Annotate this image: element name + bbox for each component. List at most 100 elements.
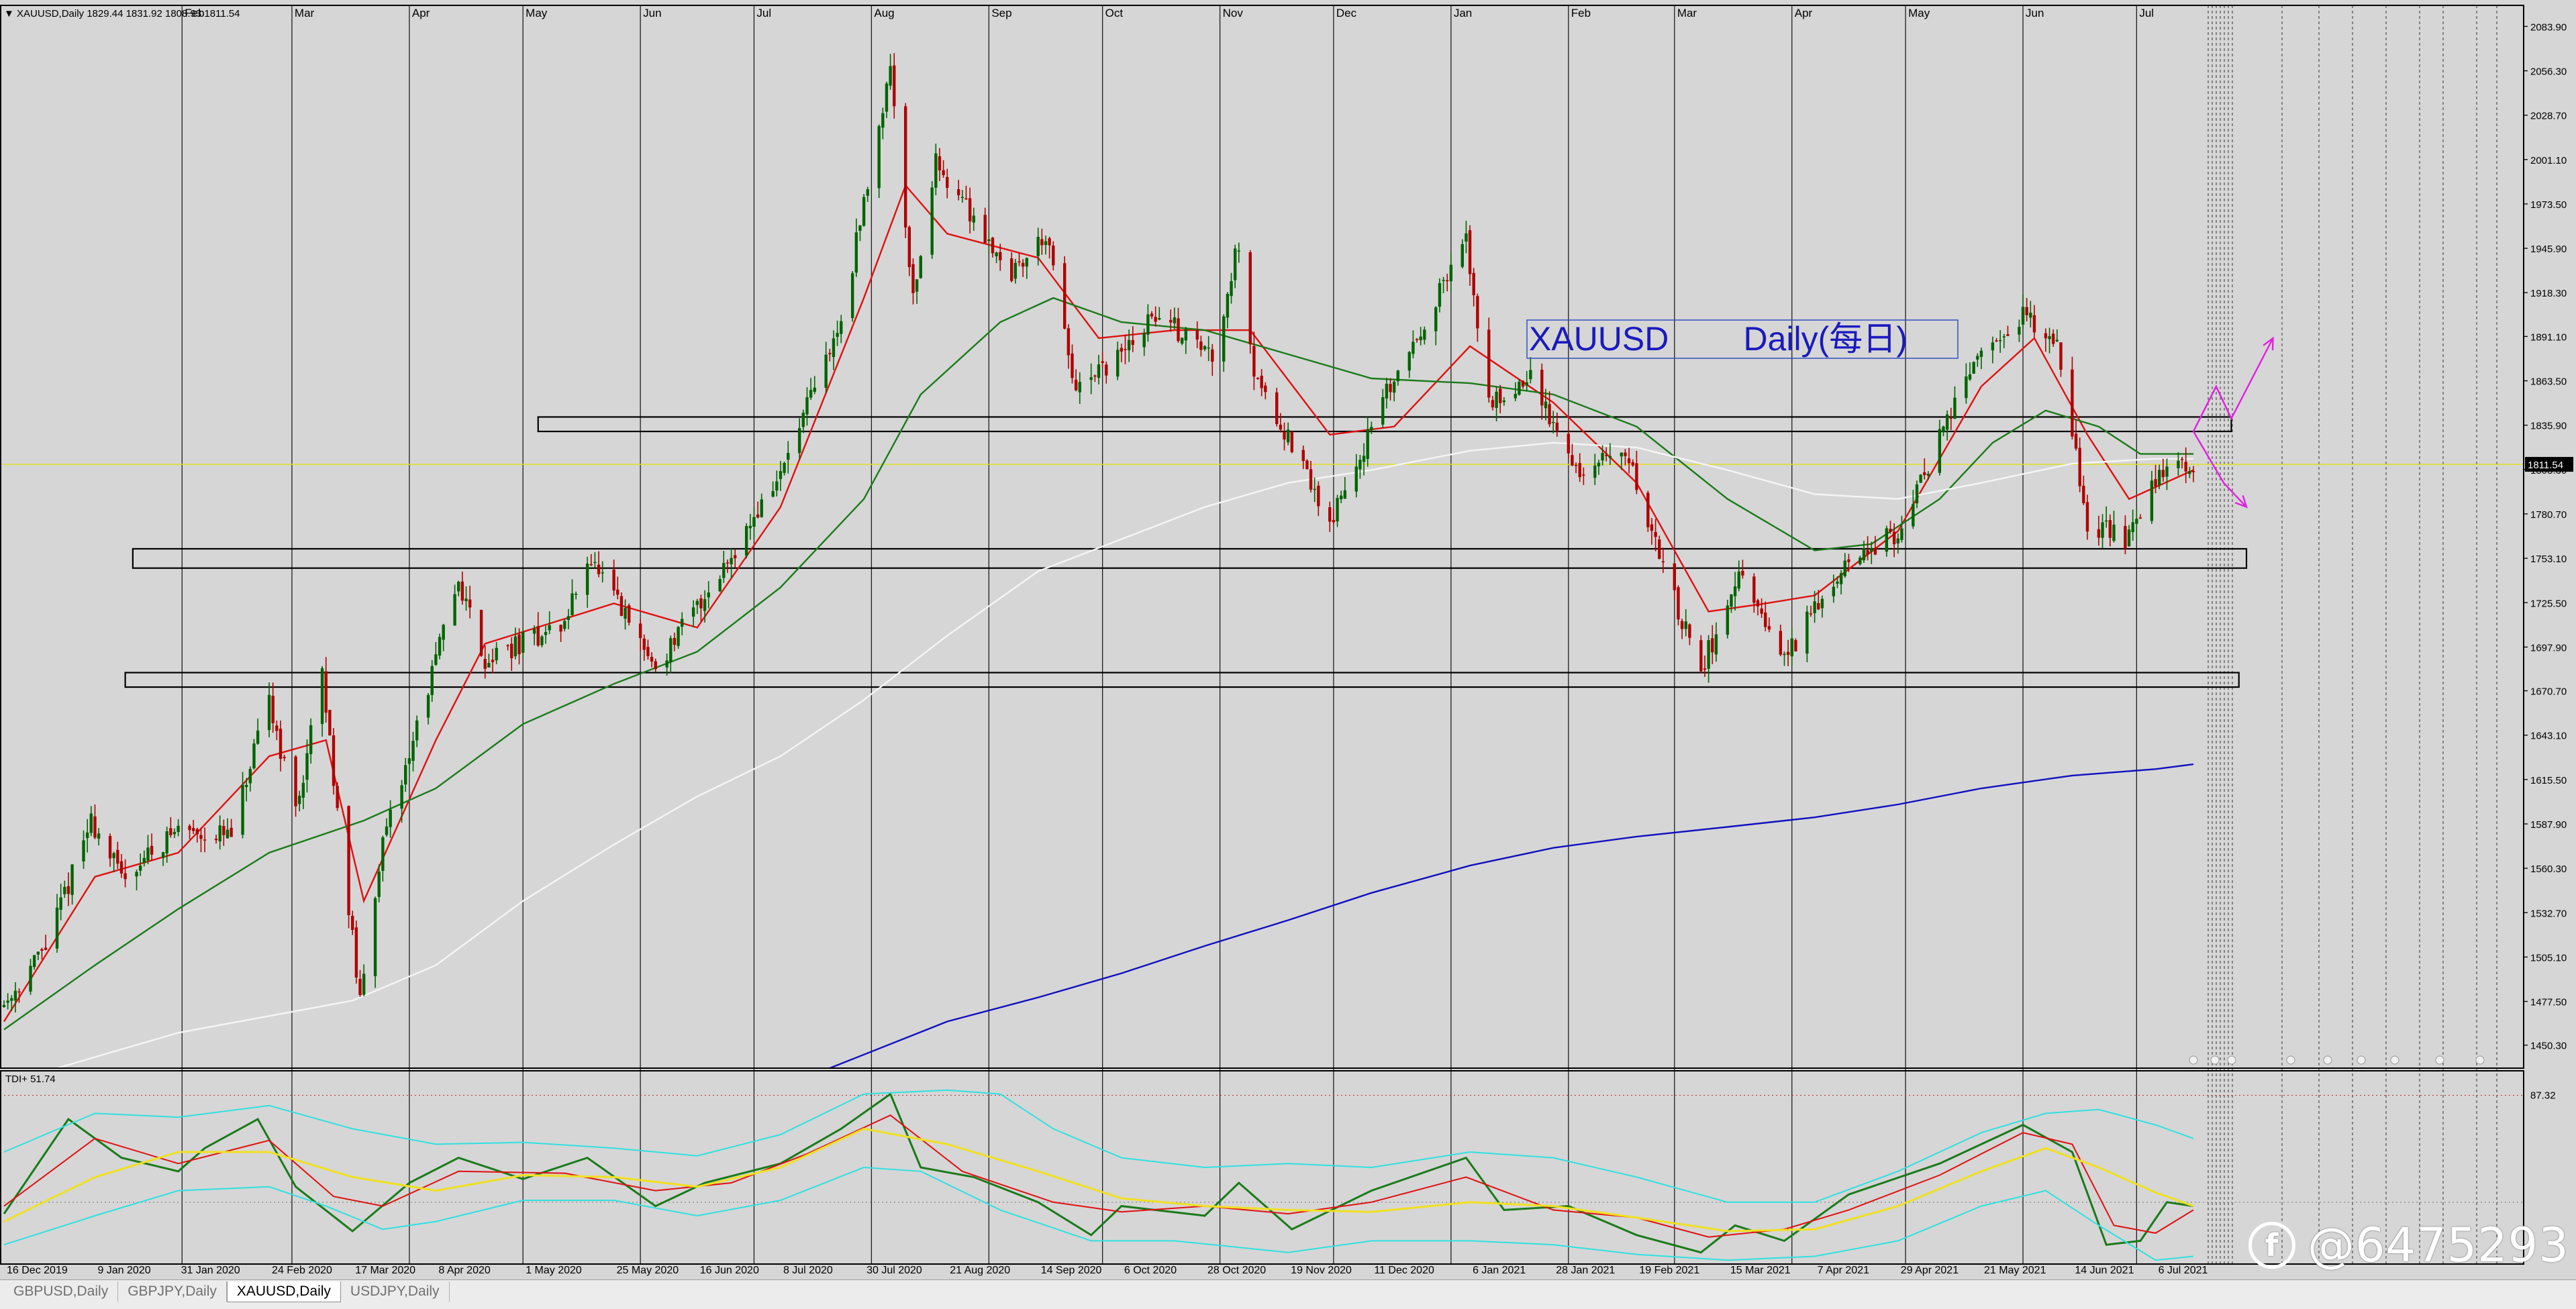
candle-body: [188, 825, 191, 831]
candle-body: [532, 629, 536, 634]
moving-average-lines: [0, 184, 2524, 1069]
candle-body: [1699, 640, 1703, 672]
month-label: Feb: [185, 7, 204, 19]
chart-toolbar-icon[interactable]: [2189, 1055, 2198, 1065]
date-label: 16 Jun 2020: [700, 1265, 759, 1276]
chart-toolbar-icon[interactable]: [2227, 1055, 2236, 1065]
candle-body: [328, 710, 332, 736]
candle-body: [82, 840, 85, 861]
candle-body: [1411, 342, 1415, 354]
candle-body: [589, 564, 593, 566]
candle-body: [1290, 431, 1294, 452]
candle-body: [840, 321, 843, 334]
candle-body: [1779, 631, 1783, 655]
candle-body: [32, 955, 36, 967]
candle-body: [283, 757, 286, 758]
price-tick-label: 1560.30: [2530, 863, 2567, 875]
candle-body: [1945, 414, 1949, 430]
indicator-line: [3, 1114, 2194, 1238]
moving-average-line: [56, 441, 2193, 1069]
candle-body: [1979, 350, 1983, 357]
chart-toolbar-icon[interactable]: [2435, 1055, 2444, 1065]
chart-toolbar-icon[interactable]: [2323, 1055, 2332, 1065]
moving-average-line: [829, 763, 2194, 1069]
candle-body: [1942, 426, 1945, 432]
candle-body: [495, 647, 498, 661]
indicator-line: [3, 1127, 2194, 1233]
price-tick-label: 1670.70: [2530, 686, 2567, 698]
candle-body: [544, 631, 548, 635]
price-chart-svg[interactable]: 2083.90 2056.30 2028.70 2001.10 1973.50 1945.…: [0, 0, 2576, 1279]
candle-body: [1839, 573, 1843, 584]
projection-arrow[interactable]: [2192, 431, 2247, 508]
price-tick-label: 1891.10: [2530, 331, 2567, 343]
candle-body: [1124, 349, 1127, 350]
candle-body: [1116, 350, 1120, 377]
tab-usdjpy-daily[interactable]: USDJPY,Daily: [341, 1281, 450, 1302]
tab-xauusd-daily[interactable]: XAUUSD,Daily: [226, 1281, 341, 1302]
candle-body: [44, 947, 48, 950]
candle-body: [893, 65, 896, 107]
candle-body: [55, 907, 59, 949]
candle-body: [915, 279, 919, 292]
chart-toolbar-icon[interactable]: [2475, 1055, 2485, 1065]
candle-body: [1968, 374, 1972, 380]
candle-body: [1078, 382, 1081, 392]
date-label: 28 Oct 2020: [1207, 1265, 1266, 1276]
candle-body: [244, 784, 248, 788]
candle-body: [983, 215, 987, 244]
candle-body: [347, 806, 350, 916]
chart-toolbar-icon[interactable]: [2286, 1055, 2295, 1065]
tab-gbpusd-daily[interactable]: GBPUSD,Daily: [4, 1281, 119, 1302]
candle-body: [1120, 348, 1124, 352]
projection-arrows[interactable]: [2192, 336, 2274, 509]
candle-body: [1358, 460, 1362, 470]
tab-gbpjpy-daily[interactable]: GBPJPY,Daily: [118, 1281, 227, 1302]
month-label: Dec: [1336, 7, 1357, 19]
chart-toolbar-icon[interactable]: [2390, 1055, 2399, 1065]
price-zone-box[interactable]: [132, 547, 2248, 569]
support-resistance-zones[interactable]: [124, 416, 2248, 688]
chart-toolbar-icon[interactable]: [2210, 1055, 2220, 1065]
candle-body: [783, 462, 786, 473]
candle-body: [1817, 603, 1820, 610]
candle-body: [1677, 587, 1680, 620]
candle-body: [1813, 601, 1816, 613]
candle-body: [1366, 429, 1369, 460]
candle-body: [1332, 520, 1336, 523]
chart-toolbar-icon[interactable]: [2357, 1055, 2366, 1065]
candle-body: [756, 514, 760, 518]
price-tick-label: 2083.90: [2530, 21, 2567, 33]
price-zone-box[interactable]: [537, 416, 2232, 433]
candle-body: [506, 645, 509, 647]
candle-body: [256, 730, 260, 744]
candle-body: [805, 397, 809, 415]
candle-body: [1442, 280, 1445, 281]
candle-body: [1336, 498, 1339, 522]
candle-body: [1688, 624, 1691, 638]
candle-body: [1912, 504, 1915, 527]
date-label: 1 May 2020: [526, 1265, 582, 1276]
price-zone-box[interactable]: [124, 672, 2240, 688]
candle-body: [695, 600, 699, 605]
candle-body: [1237, 250, 1241, 252]
candle-body: [169, 828, 172, 835]
price-pane-frame: [0, 5, 2524, 1069]
candle-body: [730, 558, 733, 565]
date-label: 11 Dec 2020: [1374, 1265, 1434, 1276]
annotation-box[interactable]: [1526, 319, 1959, 359]
candle-body: [1173, 317, 1177, 323]
candle-body: [1230, 281, 1233, 297]
candle-body: [2082, 485, 2085, 504]
candle-body: [1605, 455, 1608, 456]
projection-arrow[interactable]: [2192, 337, 2274, 432]
candle-body: [2154, 479, 2157, 486]
candle-body: [1465, 233, 1468, 242]
candle-body: [1593, 465, 1597, 478]
candle-body: [968, 198, 972, 221]
candle-body: [1726, 605, 1730, 635]
candle-body: [2032, 315, 2036, 333]
date-label: 6 Jul 2021: [2159, 1265, 2208, 1276]
candle-body: [1354, 466, 1358, 492]
